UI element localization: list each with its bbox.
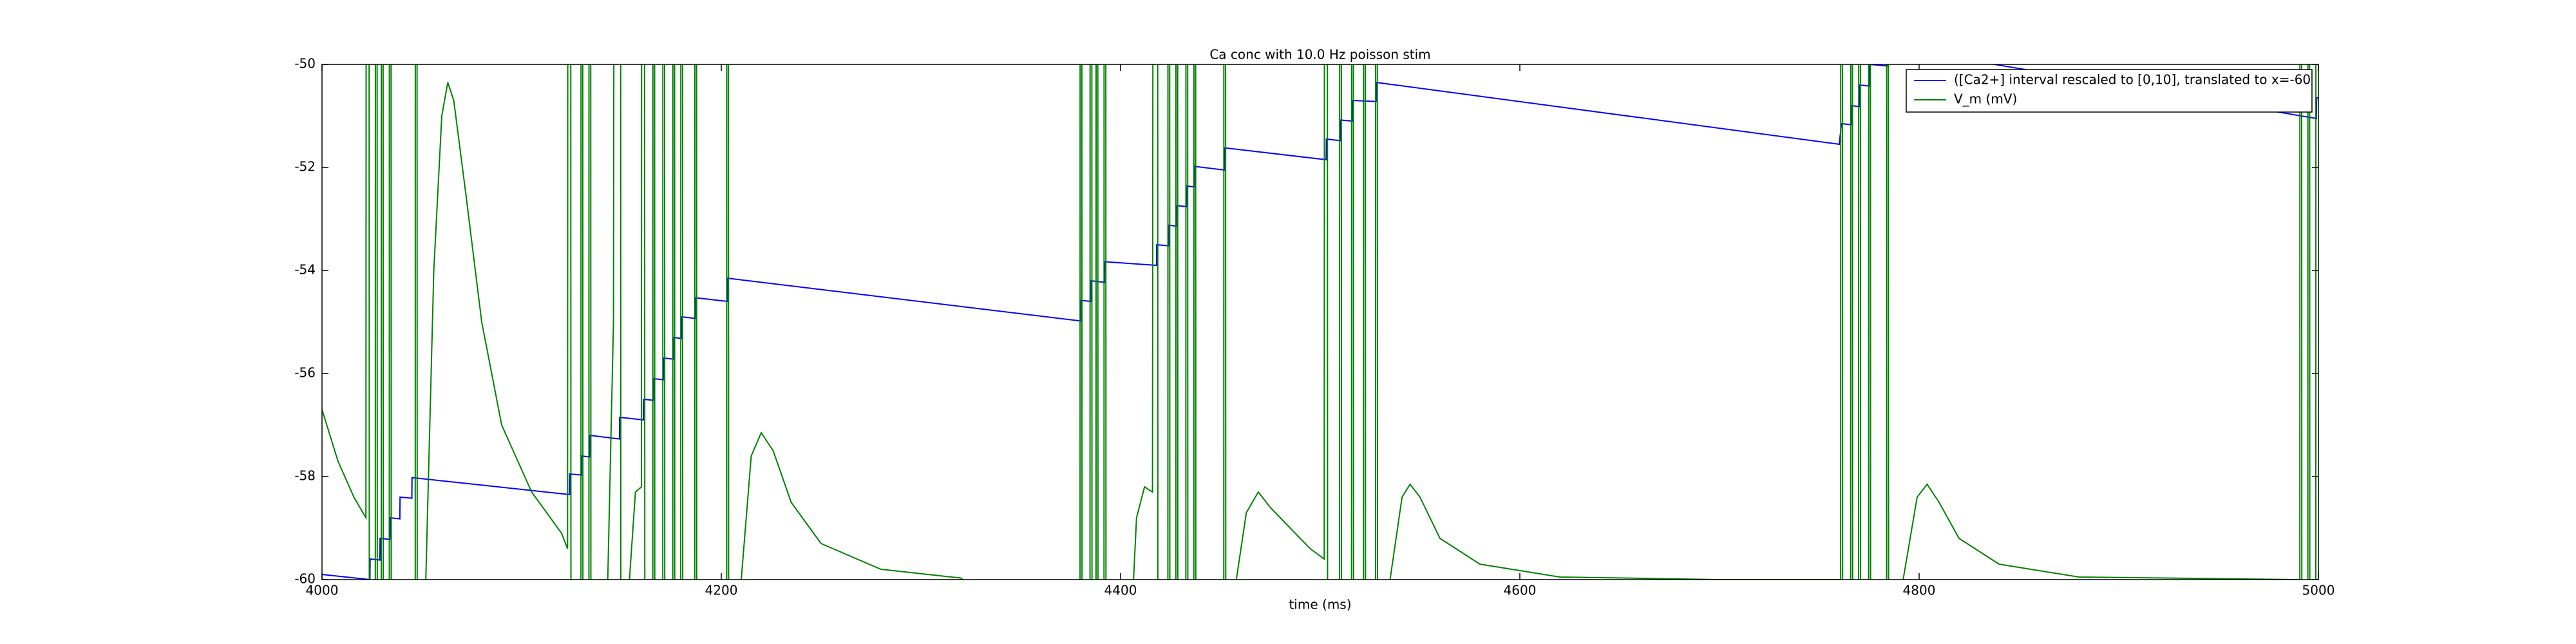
legend-label: V_m (mV) <box>1954 91 2017 107</box>
x-tick-label: 4800 <box>1903 583 1936 598</box>
y-tick-label: -56 <box>294 365 316 381</box>
x-tick-label: 4200 <box>705 583 738 598</box>
x-tick-label: 5000 <box>2302 583 2335 598</box>
plot-area <box>322 64 2318 580</box>
chart-title: Ca conc with 10.0 Hz poisson stim <box>1209 47 1430 62</box>
y-tick-label: -54 <box>294 262 316 278</box>
y-tick-label: -60 <box>294 571 316 587</box>
series-line <box>322 64 2317 580</box>
legend-box <box>1906 69 2313 113</box>
x-tick-label: 4600 <box>1504 583 1537 598</box>
y-tick-label: -50 <box>294 56 316 71</box>
ticks: 4000 4200 4400 4600 4800 5000 -60 -58 -56 -54 -52 -… <box>294 56 2334 598</box>
y-tick-label: -58 <box>294 468 316 484</box>
x-tick-label: 4000 <box>306 583 339 598</box>
axes-frame <box>321 64 2319 580</box>
legend-label: ([Ca2+] interval rescaled to [0,10], tra… <box>1954 72 2311 88</box>
series-line <box>322 64 2318 580</box>
x-tick-label: 4400 <box>1104 583 1137 598</box>
x-axis-label: time (ms) <box>1289 597 1351 612</box>
legend: ([Ca2+] interval rescaled to [0,10], tra… <box>1906 69 2313 113</box>
y-tick-label: -52 <box>294 159 316 175</box>
